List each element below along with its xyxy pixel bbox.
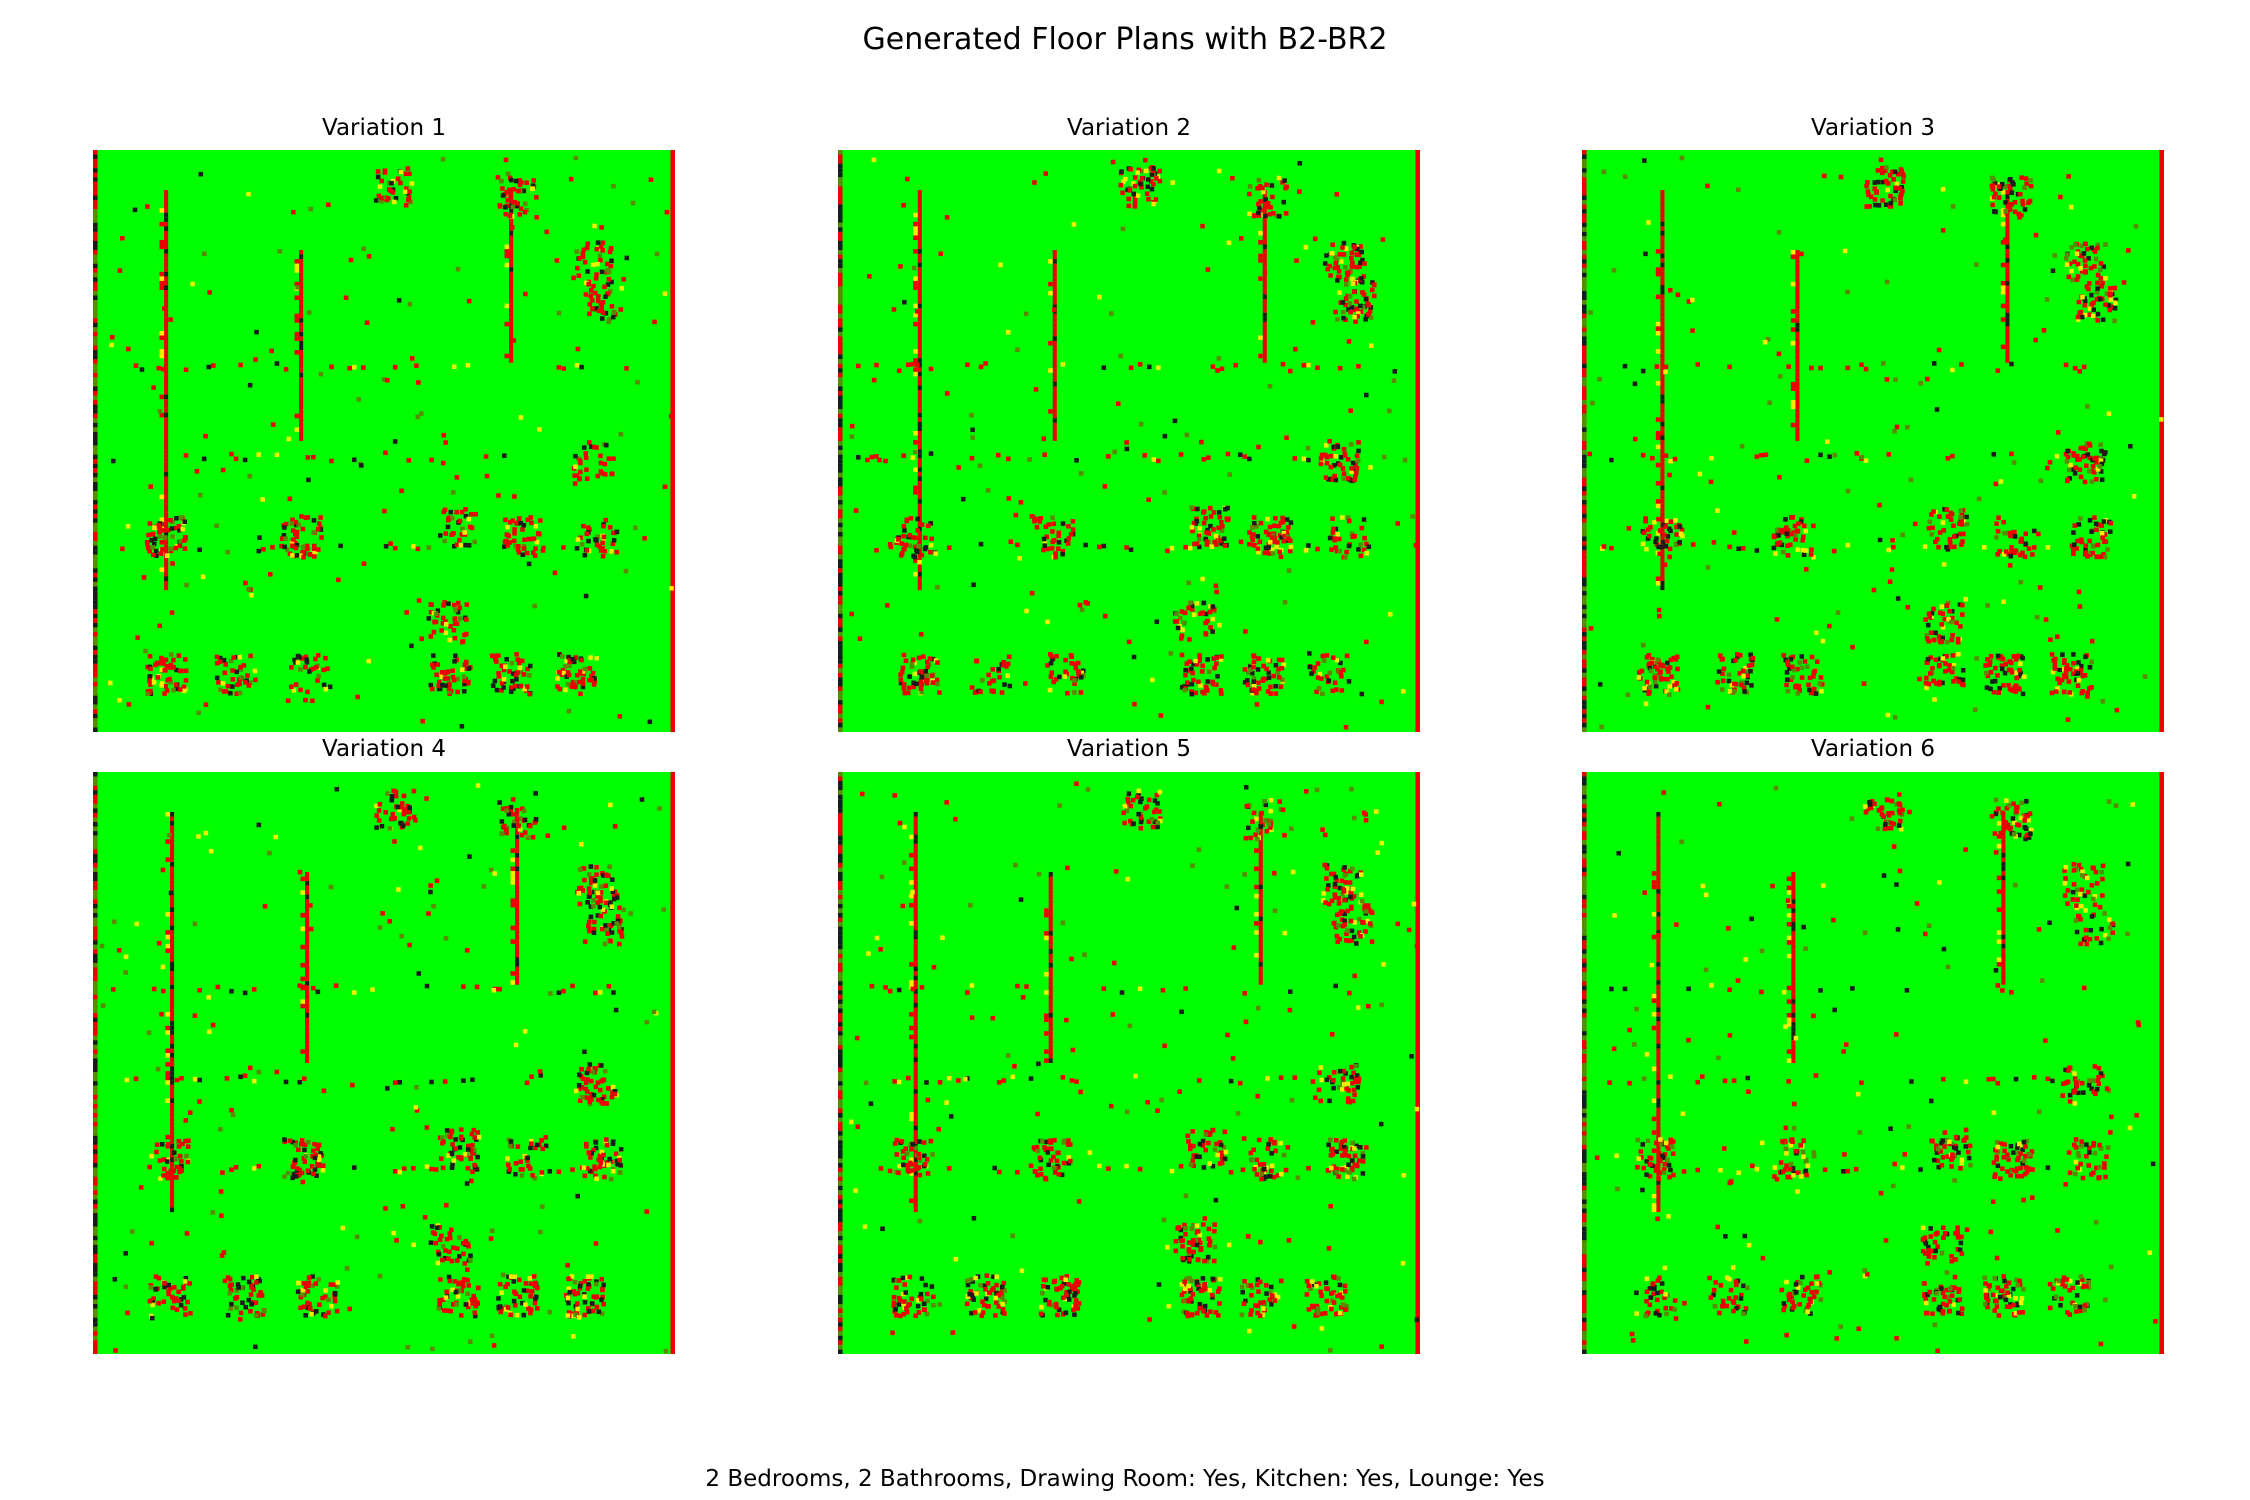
- floor-plan-2: [838, 150, 1420, 732]
- floor-plan-image-1: [93, 150, 675, 732]
- panel-title-2: Variation 2: [1067, 115, 1191, 141]
- figure-caption: 2 Bedrooms, 2 Bathrooms, Drawing Room: Y…: [705, 1466, 1545, 1492]
- panel-title-3: Variation 3: [1811, 115, 1935, 141]
- panel-title-1: Variation 1: [322, 115, 446, 141]
- panel-title-6: Variation 6: [1811, 736, 1935, 762]
- panel-title-5: Variation 5: [1067, 736, 1191, 762]
- floor-plan-3: [1582, 150, 2164, 732]
- floor-plan-1: [93, 150, 675, 732]
- panel-title-4: Variation 4: [322, 736, 446, 762]
- floor-plan-image-2: [838, 150, 1420, 732]
- floor-plan-5: [838, 772, 1420, 1354]
- floor-plan-image-6: [1582, 772, 2164, 1354]
- floor-plan-image-3: [1582, 150, 2164, 732]
- figure-title: Generated Floor Plans with B2-BR2: [862, 22, 1388, 57]
- floor-plan-image-4: [93, 772, 675, 1354]
- floor-plan-image-5: [838, 772, 1420, 1354]
- floor-plan-4: [93, 772, 675, 1354]
- floor-plan-6: [1582, 772, 2164, 1354]
